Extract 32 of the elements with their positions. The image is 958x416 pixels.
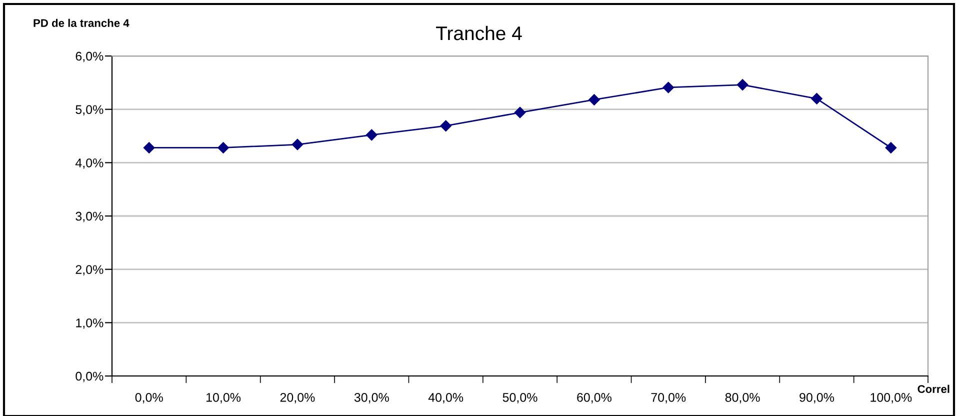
x-tick-label: 0,0% bbox=[135, 392, 163, 404]
y-tick-label: 0,0% bbox=[76, 372, 104, 382]
x-tick-label: 70,0% bbox=[651, 392, 686, 404]
x-tick-label: 100,0% bbox=[870, 392, 912, 404]
point bbox=[588, 94, 600, 106]
y-tick-label: 2,0% bbox=[76, 265, 104, 276]
x-tick-label: 20,0% bbox=[280, 392, 315, 404]
x-tick-label: 40,0% bbox=[428, 392, 464, 404]
point bbox=[514, 106, 526, 118]
x-tick-label: 80,0% bbox=[725, 392, 760, 404]
x-tick-label: 90,0% bbox=[800, 392, 834, 404]
y-tick-label: 1,0% bbox=[76, 318, 104, 329]
x-tick-label: 10,0% bbox=[206, 392, 241, 404]
point bbox=[662, 82, 674, 94]
y-axis-title: PD de la tranche 4 bbox=[34, 18, 130, 27]
y-tick-label: 3,0% bbox=[76, 212, 104, 222]
point bbox=[811, 93, 822, 104]
y-tick-label: 6,0% bbox=[76, 52, 104, 62]
chart-title: Tranche 4 bbox=[436, 26, 522, 40]
x-tick-label: 60,0% bbox=[577, 392, 612, 404]
x-axis-title: Correl bbox=[918, 384, 950, 393]
point bbox=[366, 129, 378, 141]
point bbox=[885, 142, 897, 154]
point bbox=[440, 120, 452, 132]
x-tick-label: 30,0% bbox=[354, 392, 389, 404]
y-tick-label: 4,0% bbox=[75, 158, 104, 169]
x-tick-label: 50,0% bbox=[502, 392, 538, 404]
point bbox=[143, 142, 155, 154]
point bbox=[292, 138, 304, 150]
y-tick-label: 5,0% bbox=[76, 105, 104, 116]
point bbox=[218, 142, 229, 154]
point bbox=[736, 79, 748, 90]
